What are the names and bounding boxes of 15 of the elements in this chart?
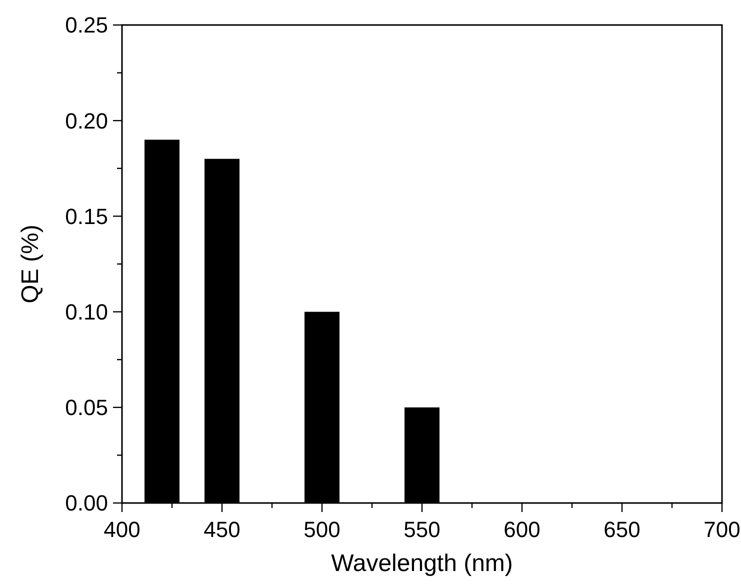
y-tick-label: 0.25	[65, 12, 108, 38]
x-tick-label: 650	[604, 517, 640, 542]
y-tick-label: 0.00	[65, 490, 108, 516]
x-tick-label: 700	[704, 517, 740, 542]
x-tick-label: 550	[404, 517, 440, 542]
y-tick-label: 0.05	[65, 395, 108, 420]
x-tick-label: 450	[204, 517, 240, 542]
y-tick-label: 0.10	[65, 300, 108, 324]
x-tick-label: 400	[104, 517, 140, 542]
y-tick-label: 0.20	[65, 108, 108, 134]
x-axis-title: Wavelength (nm)	[331, 550, 513, 577]
y-tick-label: 0.15	[65, 204, 108, 229]
y-axis-title: QE (%)	[17, 224, 44, 304]
x-tick-label: 600	[504, 517, 540, 542]
x-tick-label: 500	[304, 517, 340, 542]
